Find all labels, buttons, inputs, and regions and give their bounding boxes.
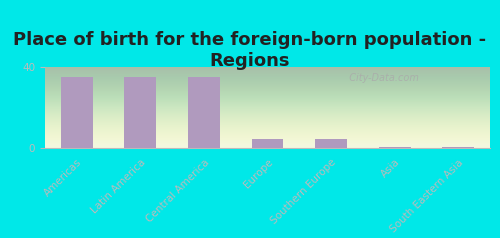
Text: City-Data.com: City-Data.com — [343, 73, 419, 83]
Bar — [124, 77, 156, 148]
Bar — [188, 77, 220, 148]
Bar — [252, 139, 284, 148]
Text: Place of birth for the foreign-born population -
Regions: Place of birth for the foreign-born popu… — [14, 31, 486, 70]
Bar — [61, 77, 92, 148]
Bar — [442, 147, 474, 148]
Bar — [379, 147, 410, 148]
Bar — [315, 139, 347, 148]
